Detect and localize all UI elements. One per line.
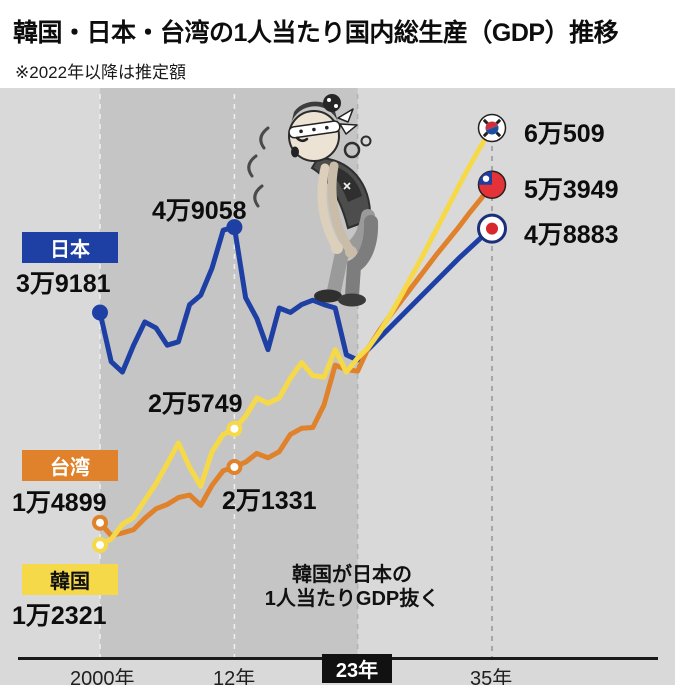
- headband-dot: [299, 129, 303, 134]
- exhausted-runner-illustration: [247, 94, 379, 307]
- crossover-annotation: 韓国が日本の 1人当たりGDP抜く: [240, 563, 464, 612]
- x-tick-2035: 35年: [470, 668, 513, 685]
- vest-emblem: [343, 182, 351, 190]
- runner-arm: [317, 163, 341, 251]
- korea-series-tag: 韓国: [22, 564, 118, 595]
- runner-arm: [327, 161, 355, 255]
- annotation-line2: 1人当たりGDP抜く: [264, 588, 440, 611]
- annotation-line1: 韓国が日本の: [292, 564, 412, 586]
- headband-dot: [325, 125, 329, 130]
- japan-2035-value: 4万8883: [524, 221, 619, 249]
- taiwan-2035-value: 5万3949: [524, 176, 619, 204]
- korea-gdp-line: [97, 125, 495, 548]
- headband: [288, 120, 341, 139]
- data-point-markers: [92, 219, 243, 553]
- rising-sun-disc: [486, 222, 498, 235]
- data-point-marker: [226, 219, 243, 236]
- runner-leg: [345, 215, 379, 303]
- japan-flag-icon: [477, 213, 507, 244]
- japan-2000-value: 3万9181: [16, 270, 111, 298]
- cap-dot: [327, 98, 331, 102]
- headband-tail: [337, 108, 354, 123]
- data-point-marker: [226, 420, 243, 437]
- south-korea-flag-icon: [477, 113, 507, 143]
- cap-dot: [334, 104, 338, 108]
- data-point-marker: [92, 304, 108, 321]
- korea-2035-value: 6万509: [524, 120, 605, 148]
- title-band: [0, 0, 675, 88]
- japan-series-tag: 日本: [22, 232, 118, 263]
- taiwan-gdp-line: [97, 182, 495, 539]
- taegeuk-blue: [485, 125, 499, 135]
- closed-eye: [295, 136, 309, 142]
- runner-shoe: [314, 289, 342, 303]
- headband-tail: [339, 123, 358, 135]
- motion-line: [247, 154, 258, 178]
- taiwan-series-tag: 台湾: [22, 450, 118, 481]
- estimate-note: ※2022年以降は推定額: [15, 63, 187, 82]
- japan-gdp-line: [97, 224, 495, 375]
- taiwan-flag-icon: [477, 170, 507, 199]
- taegeuk-red: [485, 121, 499, 131]
- breath-puff: [360, 135, 372, 147]
- x-tick-2023-highlight: 23年: [322, 654, 392, 683]
- x-tick-2000: 2000年: [70, 668, 135, 685]
- runner-hand: [331, 242, 343, 254]
- motion-line: [259, 126, 270, 150]
- taiwan-2000-value: 1万4899: [12, 489, 107, 517]
- breath-puff: [343, 141, 361, 159]
- panting-mouth: [291, 146, 299, 158]
- japan-peak-value: 4万9058: [152, 197, 247, 225]
- trigram: [495, 118, 502, 125]
- korea-2000-value: 1万2321: [12, 602, 107, 630]
- x-tick-2012: 12年: [213, 668, 256, 685]
- taegeuk: [485, 121, 499, 135]
- taiwan-2012-value: 2万1331: [222, 487, 317, 515]
- data-point-marker: [92, 537, 108, 553]
- runner-cap-knot: [323, 94, 341, 112]
- trigram: [495, 131, 502, 138]
- korea-2012-value: 2万5749: [148, 390, 243, 418]
- page-title: 韓国・日本・台湾の1人当たり国内総生産（GDP）推移: [13, 19, 619, 47]
- trigram: [482, 118, 489, 125]
- headband-dot: [312, 127, 316, 132]
- actual-data-period-region: [100, 88, 358, 659]
- data-point-marker: [92, 514, 108, 531]
- white-sun: [482, 175, 490, 182]
- runner-hand: [345, 246, 357, 258]
- trigram: [482, 131, 489, 138]
- data-point-marker: [226, 459, 243, 475]
- runner-shoe: [338, 293, 366, 307]
- motion-line: [253, 184, 264, 208]
